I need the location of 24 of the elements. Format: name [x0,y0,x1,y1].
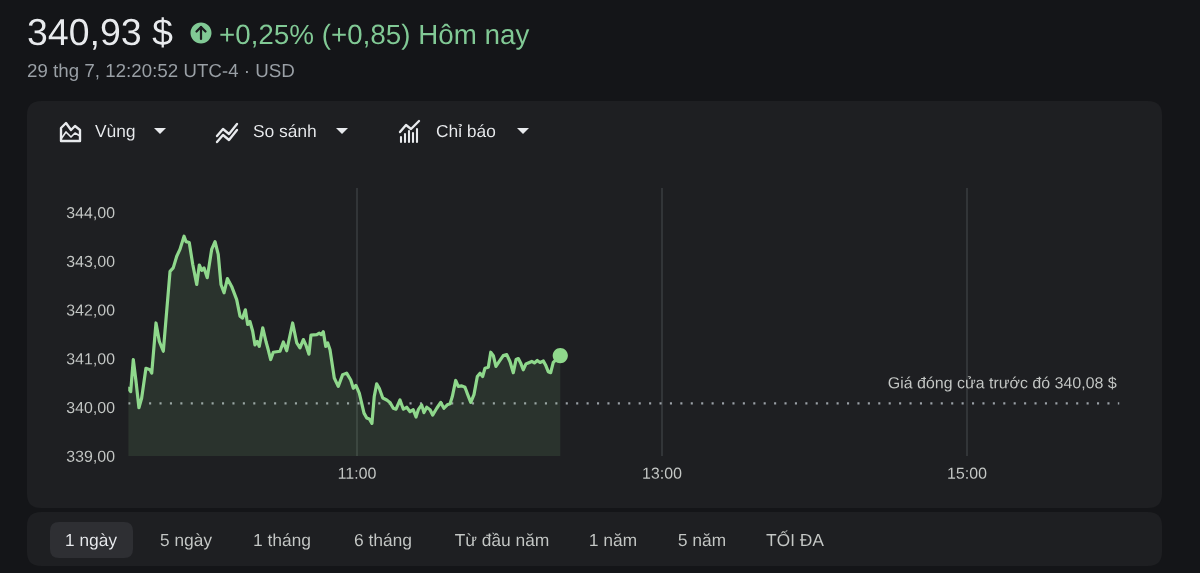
text: Vùng [95,124,135,141]
x-tick-label: 15:00 [948,467,987,479]
y-tick-label: 342,00 [66,304,115,318]
text: 1 tháng [254,533,310,550]
text: 5 năm [678,533,725,547]
text: Chỉ báo [436,123,496,138]
chart-title: 340,93 $ [28,17,173,50]
chart-subtitle: +0,25% (+0,85) Hôm nay [220,23,530,50]
text: 5 ngày [160,533,213,550]
y-tick-label: 340,00 [66,401,115,416]
text: 29 thg 7, 12:20:52 UTC-4 · USD [27,63,294,81]
y-tick-label: 343,00 [66,255,115,269]
text: 6 tháng [354,533,411,550]
x-tick-label: 11:00 [338,467,376,479]
text: 1 năm [590,533,636,547]
y-tick-label: 341,00 [66,353,115,367]
text: Từ đầu năm [455,532,549,547]
y-tick-label: 339,00 [66,450,115,464]
y-tick-label: 344,00 [66,207,115,221]
ref-line-label: Giá đóng cửa trước đó 340,08 $ [888,376,1117,392]
x-tick-label: 13:00 [643,467,682,479]
text: 1 ngày [66,533,118,550]
text: So sánh [253,124,316,138]
text: TỐI ĐA [766,530,824,547]
